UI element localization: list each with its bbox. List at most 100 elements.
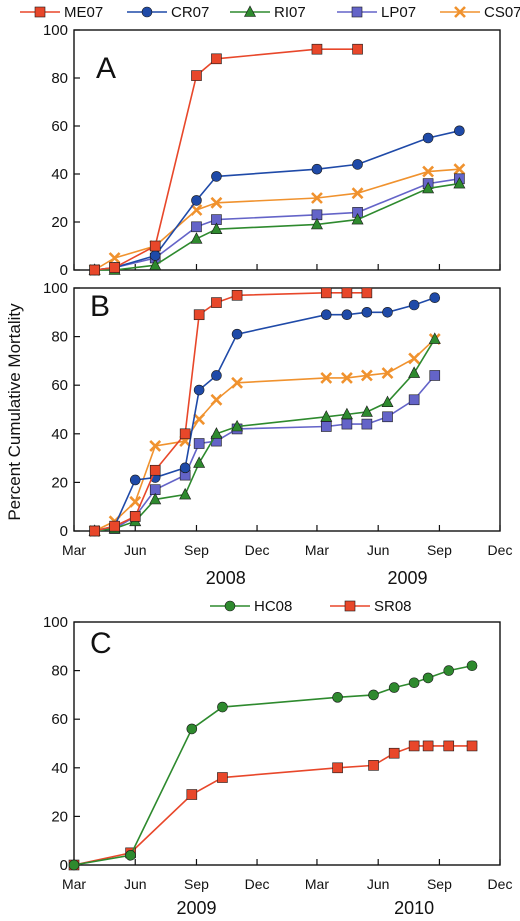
data-point-ri07	[190, 232, 203, 244]
data-point-me07	[211, 53, 222, 65]
y-tick-label: 100	[43, 22, 68, 39]
panel-letter: A	[96, 52, 116, 85]
data-point-cs07	[231, 376, 243, 389]
data-point-cs07	[149, 440, 162, 452]
x-tick-label: Mar	[62, 542, 86, 558]
data-point-hc08	[408, 677, 420, 689]
series-line-lp07	[94, 178, 460, 271]
data-point-me07	[129, 511, 141, 522]
data-point-cr07	[382, 306, 393, 318]
data-point-ri07	[149, 258, 162, 271]
year-label: 2010	[394, 898, 434, 918]
data-point-cr07	[341, 309, 353, 321]
series-group	[88, 287, 441, 537]
series-line-lp07	[94, 374, 436, 532]
data-point-ri07	[381, 395, 394, 408]
legend-marker	[344, 600, 356, 612]
data-point-lp07	[191, 221, 202, 233]
data-point-cr07	[231, 328, 243, 340]
legend-marker	[244, 5, 256, 17]
data-point-me07	[341, 287, 353, 299]
plot-frame	[73, 29, 501, 271]
year-label: 2008	[206, 568, 246, 588]
x-tick-label: Jun	[367, 876, 390, 892]
data-point-cs07	[340, 371, 353, 384]
data-point-me07	[352, 43, 363, 55]
panel-b: 0 20 40 60 80 100 Mar Jun Sep Dec Mar Jun Sep Dec 2008…	[43, 280, 512, 588]
data-point-me07	[191, 70, 202, 81]
legend-label: LP07	[381, 4, 416, 21]
legend-marker	[141, 6, 153, 18]
data-point-ri07	[453, 176, 466, 189]
x-tick-label: Sep	[184, 542, 209, 558]
x-tick-label: Dec	[488, 876, 513, 892]
data-point-cs07	[129, 495, 142, 508]
y-tick-label: 20	[51, 214, 68, 231]
panel-a: 0 20 40 60 80 100 A ME07 CR07 RI07 LP07 CS07	[20, 4, 520, 279]
data-point-hc08	[186, 723, 198, 735]
data-point-me07	[179, 428, 191, 440]
legend-marker	[34, 6, 46, 18]
data-point-sr08	[186, 789, 198, 800]
data-point-cs07	[381, 367, 394, 379]
data-point-me07	[149, 464, 161, 476]
panel-letter: B	[90, 290, 110, 323]
data-point-lp07	[320, 421, 332, 432]
data-point-cr07	[191, 195, 202, 206]
data-point-ri07	[210, 427, 223, 439]
data-point-ri07	[231, 419, 244, 432]
y-tick-label: 80	[51, 70, 68, 87]
data-point-me07	[193, 309, 205, 321]
x-tick-label: Dec	[245, 542, 270, 558]
data-point-lp07	[382, 411, 393, 423]
data-point-cr07	[408, 299, 420, 311]
panel-c: 0 20 40 60 80 100 Mar Jun Sep Dec Mar Jun Sep Dec 2009…	[43, 598, 512, 918]
data-point-hc08	[422, 672, 434, 684]
y-tick-label: 40	[51, 760, 68, 777]
x-tick-label: Mar	[62, 876, 86, 892]
plot-frame	[73, 287, 501, 532]
data-point-cr07	[454, 125, 465, 137]
legend-label: HC08	[254, 598, 292, 615]
data-point-me07	[109, 520, 120, 532]
data-point-me07	[89, 525, 100, 537]
data-point-cs07	[210, 196, 223, 209]
y-tick-label: 20	[51, 474, 68, 491]
data-point-ri07	[422, 181, 435, 194]
y-tick-label: 80	[51, 663, 68, 680]
data-point-ri07	[320, 410, 333, 422]
data-point-hc08	[217, 701, 228, 713]
data-point-me07	[149, 240, 161, 252]
data-point-cs07	[422, 165, 435, 178]
panel-letter: C	[90, 627, 112, 660]
data-point-ri07	[408, 366, 421, 378]
y-tick-label: 60	[51, 711, 68, 728]
data-point-me07	[211, 297, 222, 308]
data-point-lp07	[361, 418, 373, 430]
x-tick-label: Mar	[305, 876, 329, 892]
data-point-cs07	[193, 413, 206, 426]
data-point-lp07	[341, 418, 353, 430]
data-point-hc08	[388, 682, 400, 693]
data-point-cr07	[149, 250, 161, 261]
data-point-hc08	[466, 660, 478, 672]
data-point-me07	[109, 262, 120, 273]
data-point-cr07	[311, 163, 323, 175]
data-point-hc08	[68, 859, 80, 871]
data-point-cs07	[320, 371, 333, 384]
data-point-ri07	[193, 456, 206, 468]
data-point-ri07	[310, 217, 323, 230]
data-point-cr07	[193, 384, 205, 396]
year-label: 2009	[387, 568, 427, 588]
data-point-cr07	[429, 292, 441, 304]
data-point-ri07	[428, 332, 441, 344]
data-point-cr07	[129, 474, 141, 486]
y-tick-label: 40	[51, 166, 68, 183]
legend-marker	[454, 6, 466, 18]
data-point-cs07	[453, 163, 466, 176]
data-point-ri07	[340, 407, 353, 420]
series-group	[68, 660, 478, 871]
y-axis-label: Percent Cumulative Mortality	[5, 303, 24, 521]
data-point-me07	[231, 289, 243, 301]
